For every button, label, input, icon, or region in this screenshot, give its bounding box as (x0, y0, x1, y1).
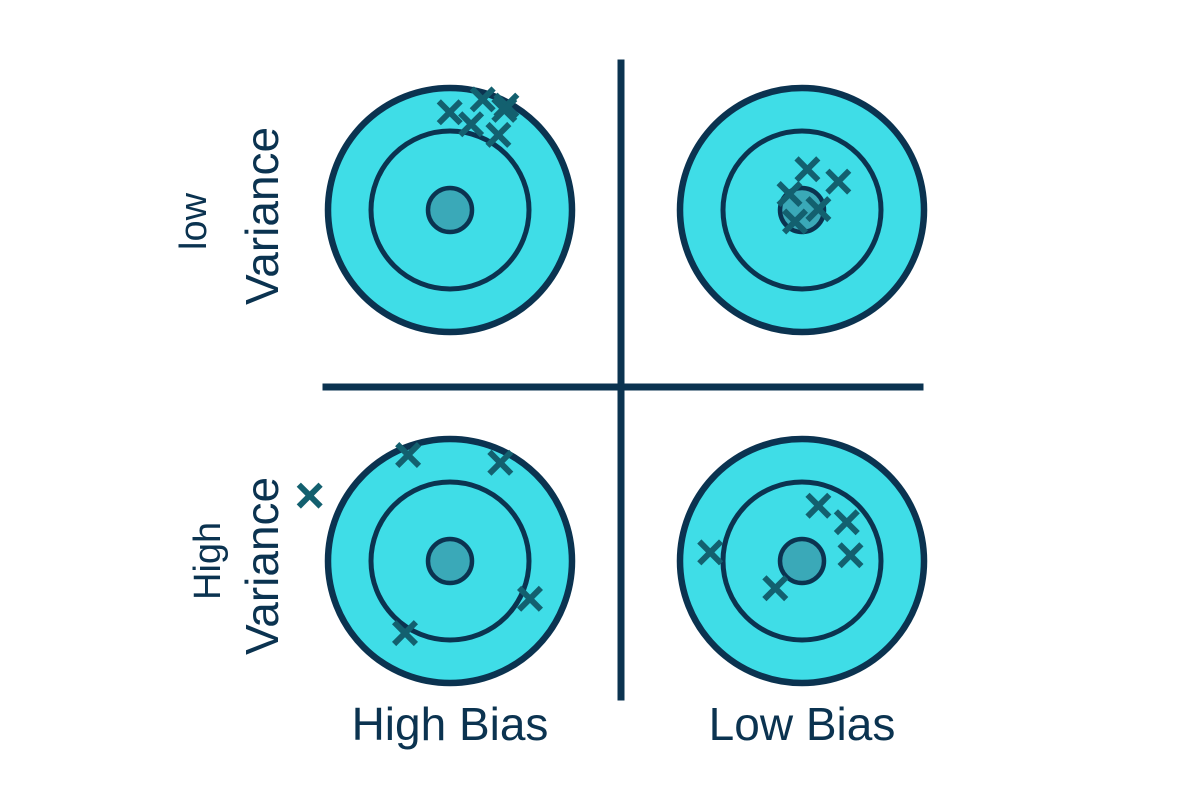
svg-text:low: low (173, 192, 215, 250)
svg-text:Variance: Variance (236, 127, 288, 305)
svg-text:Variance: Variance (236, 477, 288, 655)
svg-text:Low Bias: Low Bias (709, 698, 896, 750)
svg-text:High Bias: High Bias (352, 698, 549, 750)
svg-text:High: High (187, 522, 229, 600)
